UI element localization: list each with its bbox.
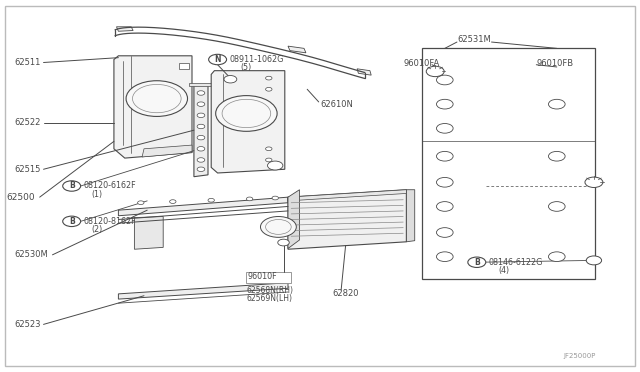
Circle shape xyxy=(436,252,453,262)
Text: 96010F: 96010F xyxy=(248,272,277,281)
Text: 62820: 62820 xyxy=(333,289,359,298)
Circle shape xyxy=(436,202,453,211)
Polygon shape xyxy=(211,71,285,173)
Polygon shape xyxy=(118,197,288,216)
Circle shape xyxy=(586,256,602,265)
Text: 62568N(RH): 62568N(RH) xyxy=(246,286,293,295)
Text: B: B xyxy=(474,258,479,267)
Text: 62530M: 62530M xyxy=(14,250,48,259)
Circle shape xyxy=(216,96,277,131)
Text: B: B xyxy=(69,217,74,226)
Circle shape xyxy=(224,76,237,83)
Text: 08911-1062G: 08911-1062G xyxy=(229,55,284,64)
Circle shape xyxy=(197,147,205,151)
Polygon shape xyxy=(406,190,415,242)
Circle shape xyxy=(436,75,453,85)
Circle shape xyxy=(170,200,176,203)
Circle shape xyxy=(272,196,278,200)
Circle shape xyxy=(260,217,296,237)
Text: 62610N: 62610N xyxy=(320,100,353,109)
Bar xyxy=(422,48,595,279)
Circle shape xyxy=(197,124,205,129)
Text: (4): (4) xyxy=(498,266,509,275)
Text: 62500: 62500 xyxy=(6,193,35,202)
Polygon shape xyxy=(114,56,192,158)
Circle shape xyxy=(436,99,453,109)
Text: 62515: 62515 xyxy=(14,165,40,174)
Circle shape xyxy=(266,76,272,80)
Text: 62522: 62522 xyxy=(14,118,40,127)
Text: 08146-6122G: 08146-6122G xyxy=(488,258,543,267)
Circle shape xyxy=(436,228,453,237)
Text: JF25000P: JF25000P xyxy=(563,353,596,359)
Circle shape xyxy=(548,99,565,109)
Circle shape xyxy=(468,257,486,267)
Circle shape xyxy=(585,177,603,187)
Text: 08120-8162F: 08120-8162F xyxy=(83,217,136,226)
Text: (1): (1) xyxy=(92,190,102,199)
Circle shape xyxy=(548,151,565,161)
Circle shape xyxy=(197,135,205,140)
Text: 62523: 62523 xyxy=(14,320,40,329)
Text: 62531M: 62531M xyxy=(458,35,492,44)
Text: 96010FA: 96010FA xyxy=(403,59,440,68)
Circle shape xyxy=(548,202,565,211)
Circle shape xyxy=(126,81,188,116)
Circle shape xyxy=(246,197,253,201)
Text: 62569N(LH): 62569N(LH) xyxy=(246,294,292,303)
Circle shape xyxy=(63,216,81,227)
Polygon shape xyxy=(246,272,291,283)
Polygon shape xyxy=(179,63,189,69)
Circle shape xyxy=(197,167,205,171)
Circle shape xyxy=(436,124,453,133)
Polygon shape xyxy=(357,69,371,75)
Circle shape xyxy=(208,198,214,202)
Polygon shape xyxy=(142,145,192,157)
Polygon shape xyxy=(194,86,208,177)
Circle shape xyxy=(266,147,272,151)
Circle shape xyxy=(138,201,144,205)
Circle shape xyxy=(63,181,81,191)
Circle shape xyxy=(548,252,565,262)
Polygon shape xyxy=(288,190,300,248)
Circle shape xyxy=(278,239,289,246)
Circle shape xyxy=(209,54,227,65)
Polygon shape xyxy=(189,83,213,86)
Circle shape xyxy=(268,161,283,170)
Text: N: N xyxy=(214,55,221,64)
Circle shape xyxy=(266,158,272,162)
Circle shape xyxy=(197,158,205,162)
Circle shape xyxy=(426,66,444,77)
Circle shape xyxy=(436,151,453,161)
Polygon shape xyxy=(134,217,163,249)
Circle shape xyxy=(266,87,272,91)
Circle shape xyxy=(197,102,205,106)
Text: 62511: 62511 xyxy=(14,58,40,67)
Text: (5): (5) xyxy=(240,63,252,72)
Polygon shape xyxy=(288,46,306,53)
Polygon shape xyxy=(118,283,288,299)
Circle shape xyxy=(197,113,205,118)
Text: 96010FB: 96010FB xyxy=(536,59,573,68)
Polygon shape xyxy=(116,27,133,31)
Text: (2): (2) xyxy=(92,225,103,234)
Text: B: B xyxy=(69,182,74,190)
Circle shape xyxy=(197,91,205,95)
Polygon shape xyxy=(288,190,406,249)
Polygon shape xyxy=(288,190,406,201)
Circle shape xyxy=(436,177,453,187)
Text: 08120-6162F: 08120-6162F xyxy=(83,182,136,190)
